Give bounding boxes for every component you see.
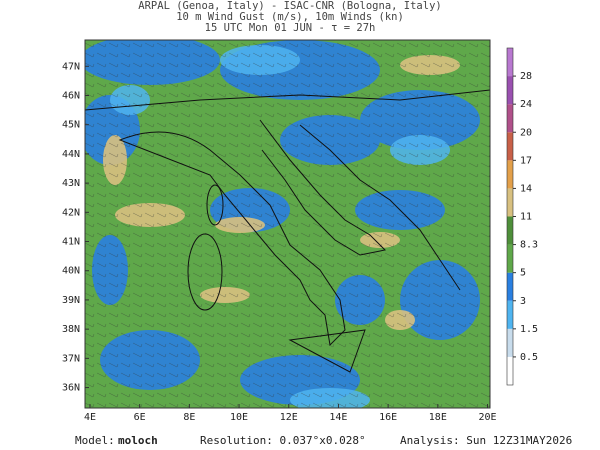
axes: 4E 6E 8E 10E 12E 14E 16E 18E 20E 36N 37N 38N 39N 40N 4… — [62, 61, 497, 423]
x-tick-label: 4E — [84, 412, 96, 423]
colorbar-segment — [507, 132, 513, 161]
y-tick-label: 38N — [62, 324, 80, 335]
colorbar-label: 17 — [520, 155, 532, 166]
y-tick-label: 42N — [62, 207, 80, 218]
y-tick-label: 36N — [62, 383, 80, 394]
colorbar-segment — [507, 244, 513, 273]
colorbar: 0.5 1.5 3 5 8.3 11 14 17 20 24 28 — [506, 47, 538, 386]
y-tick-label: 44N — [62, 149, 80, 160]
colorbar-segment — [507, 300, 513, 329]
x-tick-label: 20E — [478, 412, 496, 423]
colorbar-segment — [507, 356, 513, 385]
footer-model: moloch — [118, 434, 158, 447]
y-tick-label: 46N — [62, 90, 80, 101]
colorbar-segment — [507, 216, 513, 245]
x-tick-label: 8E — [183, 412, 195, 423]
y-tick-label: 37N — [62, 353, 80, 364]
y-tick-label: 43N — [62, 178, 80, 189]
y-tick-label: 41N — [62, 237, 80, 248]
y-tick-label: 45N — [62, 120, 80, 131]
colorbar-segment — [507, 76, 513, 105]
colorbar-label: 1.5 — [520, 324, 538, 335]
colorbar-label: 5 — [520, 268, 526, 279]
footer-analysis: Analysis: Sun 12Z31MAY2026 — [400, 434, 572, 447]
y-tick-label: 39N — [62, 295, 80, 306]
colorbar-segment — [507, 48, 513, 77]
x-tick-label: 10E — [230, 412, 248, 423]
title-line: 15 UTC Mon 01 JUN - τ = 27h — [205, 22, 376, 34]
colorbar-label: 20 — [520, 127, 532, 138]
colorbar-label: 14 — [520, 183, 532, 194]
map-field — [85, 40, 490, 408]
x-tick-label: 18E — [429, 412, 447, 423]
title-line: ARPAL (Genoa, Italy) - ISAC-CNR (Bologna… — [138, 0, 441, 12]
y-tick-label: 40N — [62, 266, 80, 277]
colorbar-segment — [507, 328, 513, 357]
colorbar-label: 28 — [520, 71, 532, 82]
footer-resolution: Resolution: 0.037°x0.028° — [200, 434, 366, 447]
colorbar-label: 11 — [520, 212, 532, 223]
colorbar-segment — [507, 104, 513, 133]
colorbar-segment — [507, 188, 513, 217]
y-tick-label: 47N — [62, 61, 80, 72]
colorbar-label: 3 — [520, 296, 526, 307]
colorbar-label: 8.3 — [520, 240, 538, 251]
colorbar-segment — [507, 160, 513, 189]
title-line: 10 m Wind Gust (m/s), 10m Winds (kn) — [176, 11, 404, 23]
x-tick-label: 12E — [280, 412, 298, 423]
colorbar-segment — [507, 272, 513, 301]
map-frame — [84, 39, 491, 409]
x-tick-label: 6E — [134, 412, 146, 423]
colorbar-label: 0.5 — [520, 352, 538, 363]
x-tick-label: 16E — [379, 412, 397, 423]
x-tick-label: 14E — [329, 412, 347, 423]
footer-model-label: Model: — [75, 434, 115, 447]
colorbar-label: 24 — [520, 99, 532, 110]
